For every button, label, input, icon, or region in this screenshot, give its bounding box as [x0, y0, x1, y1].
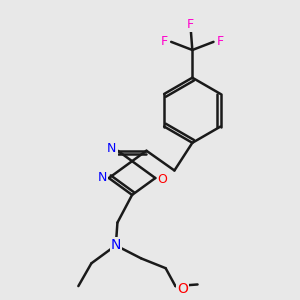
Text: F: F	[161, 35, 168, 48]
Text: N: N	[98, 171, 107, 184]
Text: N: N	[111, 238, 121, 252]
Text: O: O	[158, 173, 167, 186]
Text: O: O	[177, 282, 188, 296]
Text: N: N	[107, 142, 117, 154]
Text: F: F	[217, 35, 224, 48]
Text: F: F	[187, 18, 194, 32]
